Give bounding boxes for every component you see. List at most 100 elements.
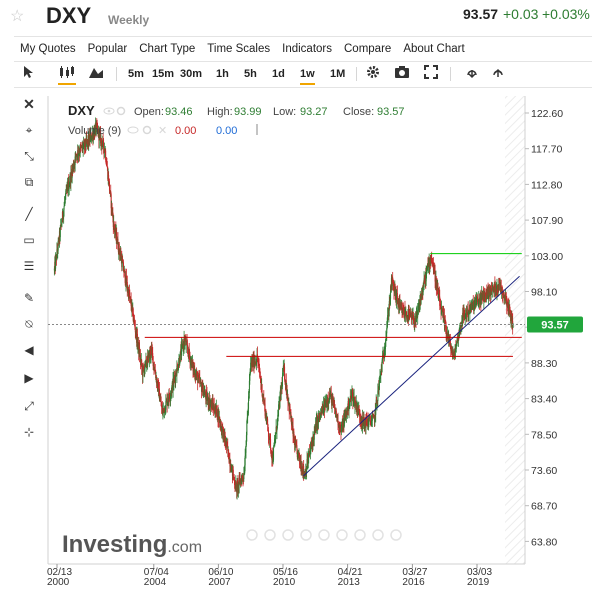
scroll-left-icon[interactable] [282, 529, 294, 541]
candle-body [167, 400, 169, 402]
candle-body [450, 344, 452, 351]
area-chart-icon[interactable] [88, 65, 104, 83]
cursor-icon[interactable] [22, 65, 34, 83]
menu-about-chart[interactable]: About Chart [403, 43, 465, 55]
candle-body [75, 155, 77, 157]
save-icon[interactable] [390, 529, 402, 541]
candle-body [350, 396, 352, 398]
candle-body [153, 368, 155, 371]
candle-body [80, 146, 82, 148]
candle-body [467, 308, 469, 316]
line-icon[interactable]: ╱ [25, 207, 33, 221]
candle-body [136, 333, 138, 346]
candle-body [196, 373, 198, 375]
crosshair-icon[interactable]: ⌖ [25, 123, 33, 137]
timeframe-5m[interactable]: 5m [128, 68, 144, 80]
scroll-right-icon[interactable] [300, 529, 312, 541]
fibonacci-icon[interactable]: ☰ [23, 259, 35, 273]
legend-eye-icon[interactable] [103, 107, 115, 115]
candle-body [207, 396, 209, 405]
legend-gear-icon[interactable] [116, 106, 126, 116]
candle-body [319, 413, 321, 417]
candle-body [462, 312, 464, 316]
volume-eye-icon[interactable] [127, 126, 139, 134]
timeframe-1d[interactable]: 1d [272, 68, 285, 80]
candle-body [209, 398, 211, 408]
reset-icon[interactable] [318, 529, 330, 541]
zoom-out-icon[interactable] [246, 529, 258, 541]
candle-body [249, 374, 251, 381]
text-icon[interactable]: ⍉ [25, 317, 33, 331]
candle-body [106, 165, 108, 167]
candle-body [161, 406, 163, 408]
timeframe-5h[interactable]: 5h [244, 68, 257, 80]
pattern-icon[interactable]: ⧉ [24, 175, 34, 189]
camera-icon[interactable] [394, 65, 410, 83]
candle-body [144, 368, 146, 373]
legend-open-value: 93.46 [165, 106, 193, 118]
redo-icon[interactable] [354, 529, 366, 541]
candle-body [79, 146, 81, 154]
menu-time-scales[interactable]: Time Scales [207, 43, 271, 55]
settings-icon[interactable] [366, 65, 380, 83]
candle-body [73, 165, 75, 169]
timeframe-1w[interactable]: 1w [300, 65, 315, 85]
candle-body [408, 312, 410, 313]
candle-body [472, 302, 474, 305]
y-tick-label: 63.80 [531, 536, 557, 548]
candle-body [392, 283, 394, 284]
candle-body [448, 337, 450, 340]
upload-icon[interactable] [490, 65, 506, 83]
menu-indicators[interactable]: Indicators [282, 43, 332, 55]
candle-body [313, 431, 315, 440]
menu-my-quotes[interactable]: My Quotes [20, 43, 76, 55]
zoom-in-icon[interactable] [264, 529, 276, 541]
candle-body [323, 404, 325, 414]
clear-icon[interactable] [372, 529, 384, 541]
close-icon[interactable]: ✕ [23, 96, 35, 112]
candle-body [68, 181, 70, 189]
trend-tools-icon[interactable]: ⤡ [24, 149, 34, 163]
candle-body [113, 222, 115, 229]
candle-body [169, 396, 171, 399]
candle-body [134, 327, 136, 333]
candle-body [499, 282, 501, 285]
brush-icon[interactable]: ✎ [23, 291, 35, 305]
candle-body [250, 362, 252, 369]
arrow-left-icon[interactable]: ▶ [24, 371, 34, 385]
candlestick-icon[interactable] [58, 65, 76, 85]
menu-popular[interactable]: Popular [87, 43, 128, 55]
menu-compare[interactable]: Compare [344, 43, 392, 55]
candle-body [178, 364, 180, 369]
candle-body [342, 425, 344, 430]
candle-body [244, 465, 246, 474]
rectangle-icon[interactable]: ▭ [23, 233, 35, 247]
candle-body [254, 362, 256, 364]
fullscreen-icon[interactable] [424, 65, 438, 83]
timeframe-15m[interactable]: 15m [152, 68, 175, 80]
volume-gear-icon[interactable] [142, 125, 152, 135]
download-icon[interactable] [464, 65, 480, 83]
candle-body [510, 314, 512, 321]
volume-icon[interactable]: ◀ [24, 343, 34, 357]
candle-body [203, 390, 205, 395]
magnet-icon[interactable]: ⊹ [23, 425, 35, 439]
volume-close-icon[interactable]: ✕ [158, 125, 167, 137]
measure-icon[interactable]: ⤢ [24, 399, 34, 413]
menu-chart-type[interactable]: Chart Type [139, 43, 196, 55]
candle-body [153, 362, 155, 369]
candle-body [248, 392, 250, 397]
star-icon[interactable]: ☆ [10, 8, 25, 25]
candle-body [298, 452, 300, 461]
candle-body [368, 416, 370, 419]
timeframe-1h[interactable]: 1h [216, 68, 229, 80]
timeframe-1M[interactable]: 1M [330, 68, 346, 80]
trendline-drawing[interactable] [303, 275, 520, 477]
candle-body [488, 297, 490, 299]
candle-body [448, 337, 450, 343]
timeframe-30m[interactable]: 30m [180, 68, 203, 80]
candle-body [334, 404, 336, 410]
undo-icon[interactable] [336, 529, 348, 541]
candle-body [56, 249, 58, 252]
